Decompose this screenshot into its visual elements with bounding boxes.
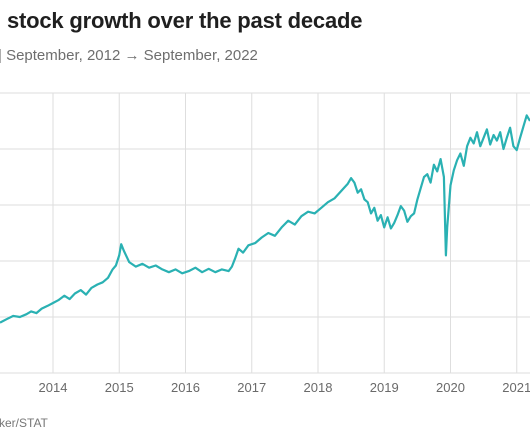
x-tick-label: 2016 xyxy=(171,380,200,395)
series-line xyxy=(0,114,530,324)
x-tick-label: 2021 xyxy=(502,380,530,395)
x-tick-label: 2017 xyxy=(237,380,266,395)
x-axis-ticks: 2014 2015 2016 2017 2018 2019 2020 2021 xyxy=(39,380,530,395)
series-layer xyxy=(0,114,530,324)
x-tick-label: 2014 xyxy=(39,380,68,395)
x-tick-label: 2015 xyxy=(105,380,134,395)
grid xyxy=(0,92,530,374)
x-tick-label: 2019 xyxy=(370,380,399,395)
chart-subtitle: | September, 2012 → September, 2022 xyxy=(0,47,258,64)
source-credit: ker/STAT xyxy=(0,416,48,430)
x-tick-label: 2018 xyxy=(304,380,333,395)
chart-title: stock growth over the past decade xyxy=(7,8,363,33)
x-tick-label: 2020 xyxy=(436,380,465,395)
